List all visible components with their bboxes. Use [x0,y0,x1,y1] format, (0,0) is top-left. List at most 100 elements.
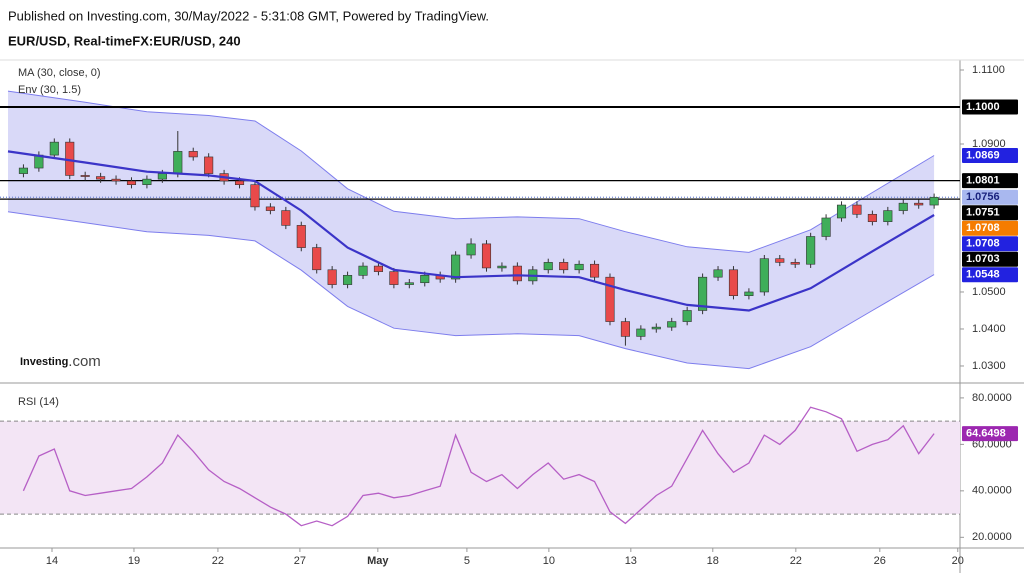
candle-body [759,258,769,293]
x-tick-label: 22 [790,555,802,567]
watermark: Investing.com [20,353,101,370]
candle-body [389,271,399,285]
price-plot [0,90,960,370]
y-tick-label: 1.1100 [972,64,1005,76]
candle-body [466,243,476,256]
candle-body [728,269,739,296]
published-note: Published on Investing.com, 30/May/2022 … [8,8,489,23]
candle-body [806,236,816,265]
x-tick-label: 18 [707,555,719,567]
candle-body [590,263,600,278]
price-label: 1.0703 [966,253,1000,265]
candle-body [157,173,167,180]
candle-body [250,184,260,208]
price-label: 1.0869 [966,149,1000,161]
candle-body [80,175,90,177]
candle-body [343,275,353,285]
price-label-box [962,220,1018,236]
candle-body [574,263,584,271]
candle-body [265,206,275,211]
candle-body [404,282,414,285]
candle-body [111,178,121,182]
candle-body [173,151,183,174]
candle-body [605,276,615,322]
candle-body [852,204,862,215]
candle-body [682,310,692,322]
candle-body [497,265,507,269]
y-tick-label: 80.0000 [972,392,1012,404]
y-tick-label: 1.0400 [972,323,1006,335]
candle-body [914,202,924,206]
price-label: 1.0751 [966,207,1000,219]
candle-body [420,275,430,284]
price-label: 1.1000 [966,101,1000,113]
watermark-brand: Investing [20,356,68,368]
moving-average [7,150,935,312]
price-label-box [962,251,1018,267]
x-tick-label: 10 [543,555,555,567]
price-label-box [962,173,1018,189]
y-tick-label: 60.0000 [972,438,1012,450]
envelope-fill [8,91,935,369]
candle-body [358,265,368,276]
rsi-band [0,421,960,515]
candle-body [775,258,785,263]
candle-body [929,196,939,206]
price-label-box [962,236,1018,252]
candle-body [373,265,383,272]
rsi-plot [0,406,960,527]
rsi-line [22,406,935,527]
candle-body [883,210,893,222]
candle-body [713,269,723,278]
x-tick-label: 14 [46,555,58,567]
x-tick-label: 5 [464,555,470,567]
candle-body [234,180,245,185]
candle-body [512,265,522,282]
candle-body [667,321,677,328]
x-tick-label: May [367,555,389,567]
candle-body [821,217,831,237]
x-tick-label: 22 [212,555,224,567]
y-tick-label: 1.0300 [972,360,1006,372]
x-tick-label: 26 [874,555,886,567]
price-label-box [962,267,1018,283]
price-label: 1.0708 [966,238,1000,250]
candle-body [188,151,198,158]
candle-body [898,202,908,211]
candle-body [281,210,291,226]
rsi-value-box [962,426,1018,442]
candle-body [96,176,106,180]
candle-body [744,291,754,296]
candle-body [651,326,661,330]
candle-body [543,262,553,271]
price-label: 1.0548 [966,269,1000,281]
candle-body [867,213,877,222]
candle-body [698,276,708,311]
candle-body [620,321,630,337]
y-tick-label: 20.0000 [972,531,1012,543]
candle-body [481,243,492,269]
y-tick-label: 40.0000 [972,485,1012,497]
y-tick-label: 1.0900 [972,138,1006,150]
watermark-suffix: .com [68,353,101,370]
candle-body [18,167,28,174]
envelope-lower [7,211,935,370]
candle-body [559,262,569,271]
candle-body [451,254,461,280]
candle-body [327,269,337,285]
price-label-box [962,205,1018,221]
candle-body [312,247,322,271]
candle-body [296,225,306,248]
candle-body [49,141,59,156]
legend-entry: MA (30, close, 0) [18,67,101,79]
candle-body [204,156,214,174]
legend-entry: Env (30, 1.5) [18,84,81,96]
candle-body [790,262,800,265]
chart-title: EUR/USD, Real-timeFX:EUR/USD, 240 [8,33,241,48]
price-label: 1.0708 [966,222,1000,234]
price-label-box [962,147,1018,163]
candle-body [636,328,646,337]
price-label-box [962,189,1018,205]
rsi-value-label: 64.6498 [966,427,1006,439]
